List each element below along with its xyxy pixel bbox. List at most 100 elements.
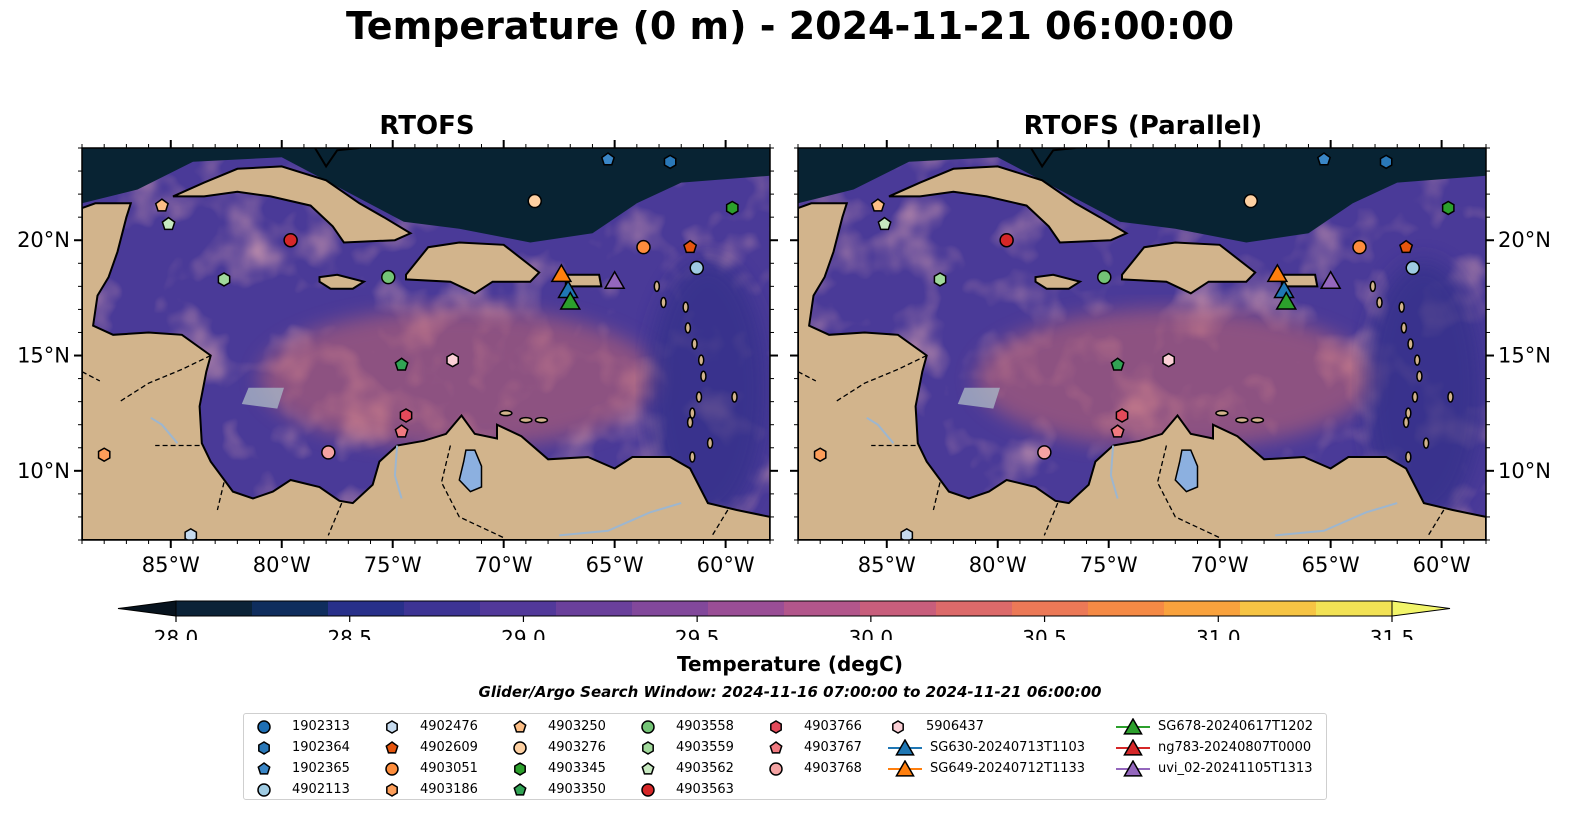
colorbar-tick-label: 28.0 bbox=[154, 626, 199, 640]
land-mainland bbox=[798, 202, 1486, 540]
float-4903345 bbox=[1441, 200, 1455, 216]
float-4903186 bbox=[97, 447, 111, 463]
cuba bbox=[888, 165, 1129, 244]
float-1902365 bbox=[600, 152, 616, 166]
lon-tick-label: 65°W bbox=[586, 553, 644, 577]
float-4903559 bbox=[933, 272, 947, 287]
legend-marker-ng783-20240807T0000 bbox=[1123, 739, 1143, 756]
legend-label: 4903250 bbox=[548, 719, 606, 734]
float-4903563 bbox=[283, 232, 298, 248]
legend-marker-SG630-20240713T1103 bbox=[895, 739, 915, 756]
float-4903350 bbox=[1110, 357, 1125, 371]
float-4902476 bbox=[900, 528, 914, 540]
legend-label: 4903559 bbox=[676, 740, 734, 755]
lon-tick-label: 85°W bbox=[142, 553, 200, 577]
legend-label: 4903562 bbox=[676, 761, 734, 776]
glider-uvi_02-20241105T1313 bbox=[603, 270, 626, 289]
legend-label: 4903563 bbox=[676, 782, 734, 797]
legend-marker-4902113 bbox=[257, 783, 271, 797]
map-figure: 85°W 80°W 75°W 70°W 65°W 60°W20°N15°N10°N85°W… bbox=[17, 140, 1551, 640]
legend-label: 4903186 bbox=[420, 782, 478, 797]
legend-label: 1902364 bbox=[292, 740, 350, 755]
float-4902113 bbox=[1405, 260, 1421, 276]
lon-tick-label: 70°W bbox=[475, 553, 533, 577]
puerto-rico bbox=[1280, 273, 1319, 288]
float-4903250 bbox=[870, 198, 885, 212]
glider-SG678-20240617T1202 bbox=[559, 290, 582, 310]
float-4903563 bbox=[999, 232, 1014, 248]
map-panel-2: 85°W 80°W 75°W 70°W 65°W 60°W 20°N 15°N 10°N bbox=[790, 140, 1551, 577]
colorbar-tick-label: 29.0 bbox=[501, 626, 546, 640]
atlantic-gulf bbox=[798, 148, 1486, 243]
cuba bbox=[172, 165, 413, 244]
legend-marker-4903186 bbox=[386, 783, 398, 797]
float-4903250 bbox=[154, 198, 169, 212]
colorbar-tick-label: 31.5 bbox=[1370, 626, 1415, 640]
legend-label: 4903350 bbox=[548, 782, 606, 797]
float-4903186 bbox=[813, 447, 827, 463]
float-4903276 bbox=[1243, 193, 1258, 209]
atlantic-gulf bbox=[82, 148, 770, 243]
float-4903559 bbox=[217, 272, 231, 287]
float-4903768 bbox=[1037, 445, 1052, 460]
legend-label: 4902113 bbox=[292, 782, 350, 797]
legend-marker-4903051 bbox=[385, 762, 399, 776]
legend-label: 4903276 bbox=[548, 740, 606, 755]
legend-label: 4903768 bbox=[804, 761, 862, 776]
colorbar-tick-label: 31.0 bbox=[1196, 626, 1241, 640]
lake-maracaibo bbox=[458, 449, 483, 493]
colorbar-max-extend bbox=[1391, 600, 1451, 617]
legend-label: 5906437 bbox=[926, 719, 984, 734]
legend-label: 4903051 bbox=[420, 761, 478, 776]
land-mainland bbox=[82, 202, 770, 540]
legend-label: 4903558 bbox=[676, 719, 734, 734]
map-panel-1: 85°W 80°W 75°W 70°W 65°W 60°W 20°N 15°N 10°N bbox=[17, 140, 778, 577]
float-4903767 bbox=[1110, 424, 1125, 438]
legend-marker-5906437 bbox=[892, 720, 904, 734]
float-4903558 bbox=[1097, 269, 1112, 285]
legend-marker-4903562 bbox=[641, 762, 655, 775]
glider-SG678-20240617T1202 bbox=[1275, 290, 1298, 310]
panel-title-rtofs: RTOFS bbox=[379, 111, 475, 141]
colorbar-label: Temperature (degC) bbox=[677, 652, 903, 676]
glider-SG649-20240712T1133 bbox=[1266, 263, 1289, 283]
legend-label: 4902476 bbox=[420, 719, 478, 734]
legend-marker-4903250 bbox=[513, 720, 527, 733]
float-4903562 bbox=[161, 216, 176, 231]
legend-label: 4903766 bbox=[804, 719, 862, 734]
lake-nicaragua bbox=[241, 387, 284, 409]
float-4903558 bbox=[381, 269, 396, 285]
legend-label: SG649-20240712T1133 bbox=[930, 761, 1086, 776]
float-1902365 bbox=[1316, 152, 1332, 166]
lon-tick-label: 75°W bbox=[364, 553, 422, 577]
legend-marker-SG678-20240617T1202 bbox=[1123, 718, 1143, 735]
float-4903766 bbox=[1115, 408, 1129, 423]
legend-marker-4902609 bbox=[385, 741, 399, 754]
lat-tick-label: 10°N bbox=[1498, 459, 1551, 483]
float-5906437 bbox=[446, 352, 460, 368]
jamaica bbox=[318, 273, 367, 290]
float-4902609 bbox=[683, 239, 698, 254]
float-4902113 bbox=[689, 260, 705, 276]
legend-marker-4903767 bbox=[769, 741, 783, 754]
map-frame bbox=[797, 147, 1487, 541]
colorbar-tick-label: 30.5 bbox=[1022, 626, 1067, 640]
legend-label: uvi_02-20241105T1313 bbox=[1158, 761, 1313, 776]
float-4902609 bbox=[1399, 239, 1414, 254]
legend-marker-4903768 bbox=[769, 762, 783, 776]
legend-marker-1902365 bbox=[257, 762, 271, 775]
legend-marker-4903558 bbox=[641, 720, 655, 734]
legend-label: SG630-20240713T1103 bbox=[930, 740, 1086, 755]
legend-marker-4903276 bbox=[513, 741, 527, 755]
float-4903767 bbox=[394, 424, 409, 438]
figure-title: Temperature (0 m) - 2024-11-21 06:00:00 bbox=[345, 4, 1235, 48]
lon-tick-label: 70°W bbox=[1191, 553, 1249, 577]
panel-title-rtofs-parallel: RTOFS (Parallel) bbox=[1023, 111, 1263, 141]
search-window-caption: Glider/Argo Search Window: 2024-11-16 07… bbox=[478, 683, 1102, 701]
lat-tick-label: 10°N bbox=[17, 459, 70, 483]
float-4903051 bbox=[1352, 239, 1367, 255]
legend-marker-uvi_02-20241105T1313 bbox=[1123, 760, 1143, 777]
float-1902364 bbox=[663, 154, 677, 170]
legend-label: 1902313 bbox=[292, 719, 350, 734]
lon-tick-label: 65°W bbox=[1302, 553, 1360, 577]
